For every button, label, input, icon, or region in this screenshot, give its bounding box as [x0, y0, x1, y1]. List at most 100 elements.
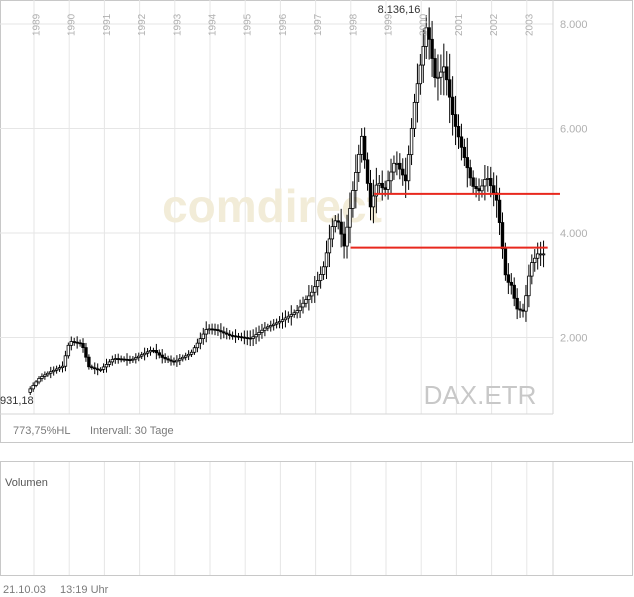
- year-label: 1990: [67, 13, 78, 36]
- candle-body: [483, 179, 487, 187]
- candle-body: [34, 381, 38, 386]
- performance-text: 773,75%HL: [13, 425, 71, 437]
- candle-body: [395, 162, 399, 165]
- candle-body: [28, 388, 32, 393]
- candle-body: [163, 357, 167, 360]
- candle-body: [233, 335, 238, 338]
- interval-text: Intervall: 30 Tage: [90, 425, 174, 437]
- candle-body: [351, 190, 355, 209]
- year-label: 2001: [454, 13, 465, 36]
- candle-body: [436, 76, 440, 79]
- year-label: 2003: [524, 13, 535, 36]
- candle-body: [474, 186, 478, 189]
- price-tick-label: 8.000: [560, 19, 588, 31]
- candle-body: [66, 344, 71, 357]
- candle-body: [189, 351, 194, 355]
- candle-body: [301, 302, 305, 308]
- candle-body: [113, 358, 117, 360]
- candle-body: [453, 114, 458, 127]
- candle-body: [433, 58, 437, 79]
- candle-body: [142, 352, 147, 356]
- candle-body: [527, 275, 531, 297]
- year-label: 1998: [348, 13, 359, 36]
- price-tick-label: 4.000: [560, 228, 588, 240]
- candle-body: [271, 323, 276, 326]
- candle-body: [57, 367, 62, 370]
- candle-body: [321, 266, 326, 275]
- candle-body: [307, 295, 311, 301]
- candle-body: [198, 338, 203, 344]
- candle-body: [286, 315, 291, 319]
- candle-body: [515, 297, 519, 310]
- candle-body: [54, 368, 59, 371]
- year-label: 1991: [102, 13, 113, 36]
- candle-body: [380, 182, 384, 189]
- candle-body: [398, 162, 402, 170]
- candle-body: [145, 351, 150, 354]
- candle-body: [93, 367, 97, 370]
- candle-body: [98, 369, 103, 371]
- candle-body: [427, 27, 431, 40]
- candle-body: [289, 314, 293, 317]
- candle-body: [37, 378, 41, 383]
- candle-body: [116, 358, 120, 360]
- candle-body: [157, 352, 161, 356]
- candle-body: [530, 262, 534, 277]
- candle-body: [447, 79, 452, 98]
- year-label: 1994: [208, 13, 219, 36]
- candle-body: [222, 331, 226, 334]
- time-text: 13:19 Uhr: [60, 584, 109, 596]
- candle-body: [401, 168, 405, 176]
- candle-body: [518, 308, 522, 311]
- candle-body: [324, 252, 329, 268]
- candle-body: [181, 356, 185, 360]
- candle-body: [216, 329, 220, 332]
- candle-body: [84, 347, 88, 358]
- candle-body: [339, 221, 343, 235]
- watermark: comdirect: [162, 180, 382, 232]
- candle-body: [110, 359, 115, 363]
- candle-body: [506, 274, 511, 283]
- candle-body: [333, 220, 337, 228]
- candle-body: [450, 96, 455, 115]
- candle-body: [160, 354, 164, 358]
- year-label: 1996: [278, 13, 289, 36]
- candle-body: [336, 220, 340, 223]
- candle-body: [541, 253, 546, 256]
- symbol-label: DAX.ETR: [424, 380, 537, 410]
- price-tick-label: 2.000: [560, 333, 588, 345]
- candle-body: [40, 376, 44, 379]
- candle-body: [219, 330, 223, 333]
- candle-body: [87, 356, 91, 368]
- year-labels: 1989 1990 1991 1992 1993 1994 1995 1996 1997 1998…: [32, 13, 536, 36]
- candle-body: [236, 335, 241, 338]
- candle-body: [107, 361, 112, 365]
- candle-body: [421, 45, 425, 66]
- candle-body: [230, 335, 235, 337]
- candle-body: [486, 178, 490, 180]
- candle-body: [254, 334, 258, 338]
- candle-body: [386, 180, 390, 190]
- candle-body: [166, 358, 170, 361]
- candle-body: [468, 167, 472, 179]
- candle-body: [477, 188, 481, 192]
- candle-body: [139, 354, 144, 357]
- grid-lines: [0, 0, 554, 575]
- candle-body: [348, 208, 352, 228]
- candle-body: [104, 364, 109, 368]
- candle-body: [310, 291, 314, 297]
- candle-body: [51, 369, 56, 373]
- candle-body: [409, 128, 414, 156]
- year-label: 2002: [489, 13, 500, 36]
- year-label: 1997: [313, 13, 324, 36]
- candle-body: [383, 187, 387, 190]
- candle-body: [277, 321, 282, 324]
- candle-body: [49, 371, 53, 374]
- candle-body: [122, 358, 126, 361]
- candle-body: [327, 238, 332, 254]
- candle-body: [280, 319, 285, 322]
- candles: [28, 7, 546, 395]
- candle-body: [362, 135, 367, 161]
- candle-body: [43, 374, 47, 377]
- candle-body: [169, 359, 173, 362]
